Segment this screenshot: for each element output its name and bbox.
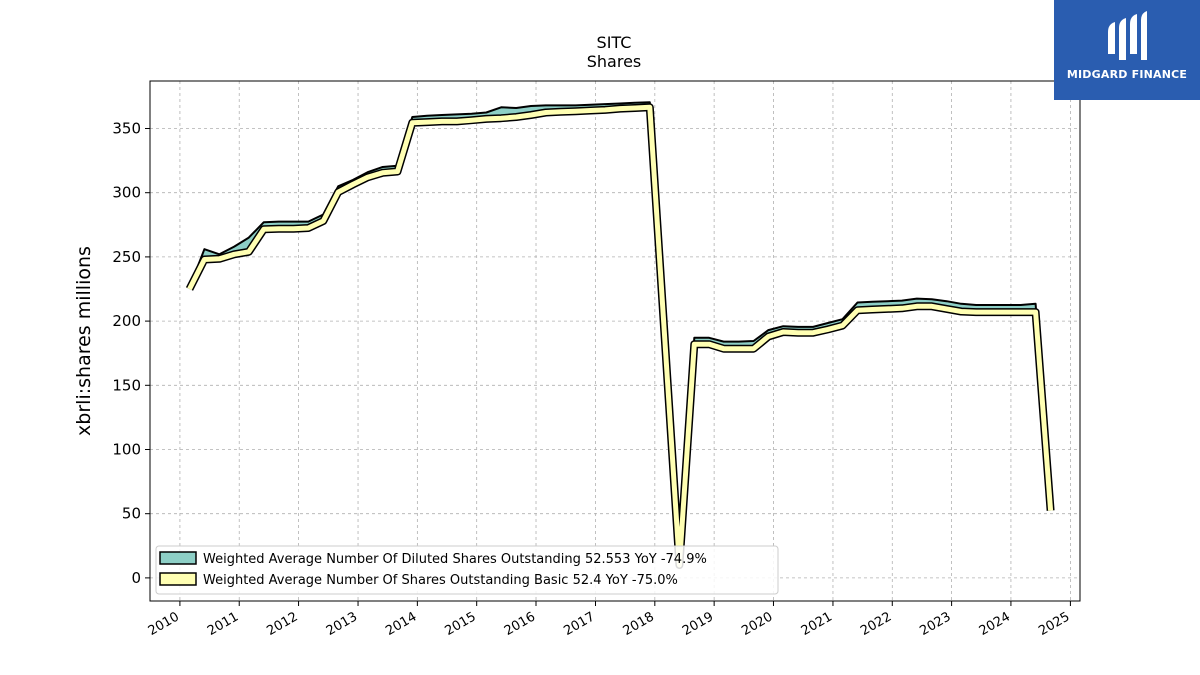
x-tick-label: 2013 bbox=[324, 609, 360, 639]
brand-logo-icon bbox=[1108, 11, 1147, 60]
series-layer bbox=[185, 101, 1055, 569]
series-diluted-fill bbox=[189, 102, 1051, 565]
y-axis-label: xbrli:shares millions bbox=[73, 246, 95, 436]
x-tick-label: 2017 bbox=[561, 609, 597, 639]
y-tick-label: 300 bbox=[112, 184, 141, 202]
series-diluted-line bbox=[188, 101, 1052, 554]
legend: Weighted Average Number Of Diluted Share… bbox=[155, 545, 779, 595]
y-tick-label: 250 bbox=[112, 248, 141, 266]
legend-swatch-basic bbox=[159, 572, 197, 586]
chart-subtitle: Shares bbox=[587, 52, 642, 71]
legend-entry-basic: Weighted Average Number Of Shares Outsta… bbox=[203, 573, 678, 588]
x-tick-label: 2021 bbox=[799, 609, 835, 639]
x-tick-label: 2019 bbox=[680, 609, 716, 639]
x-axis-ticks: 2010 2011 2012 2013 2014 2015 2016 2017 2018 2019… bbox=[146, 601, 1072, 639]
x-tick-label: 2016 bbox=[502, 609, 538, 639]
brand-name: MIDGARD FINANCE bbox=[1066, 68, 1188, 81]
x-tick-label: 2010 bbox=[146, 609, 182, 639]
x-tick-label: 2025 bbox=[1036, 609, 1072, 639]
y-tick-label: 150 bbox=[112, 376, 141, 394]
x-tick-label: 2020 bbox=[739, 609, 775, 639]
x-tick-label: 2024 bbox=[977, 609, 1013, 639]
y-tick-label: 350 bbox=[112, 120, 141, 138]
x-tick-label: 2023 bbox=[917, 609, 953, 639]
x-tick-label: 2018 bbox=[621, 609, 657, 639]
legend-swatch-diluted bbox=[159, 551, 197, 565]
series-basic-outline bbox=[185, 103, 1055, 569]
y-tick-label: 50 bbox=[122, 505, 141, 523]
y-tick-label: 100 bbox=[112, 440, 141, 458]
x-tick-label: 2012 bbox=[264, 609, 300, 639]
plot-frame bbox=[149, 80, 1081, 602]
legend-entry-diluted: Weighted Average Number Of Diluted Share… bbox=[203, 552, 707, 567]
chart-title: SITC bbox=[597, 33, 632, 52]
brand-logo: MIDGARD FINANCE bbox=[1054, 0, 1200, 100]
x-tick-label: 2014 bbox=[383, 609, 419, 639]
y-axis-ticks: 0 50 100 150 200 250 300 350 bbox=[112, 120, 150, 587]
series-basic-line bbox=[187, 104, 1054, 568]
y-tick-label: 200 bbox=[112, 312, 141, 330]
y-tick-label: 0 bbox=[131, 569, 141, 587]
grid-lines bbox=[150, 81, 1080, 601]
x-tick-label: 2011 bbox=[205, 609, 241, 639]
legend-box bbox=[155, 545, 779, 595]
x-tick-label: 2015 bbox=[443, 609, 479, 639]
x-tick-label: 2022 bbox=[858, 609, 894, 639]
